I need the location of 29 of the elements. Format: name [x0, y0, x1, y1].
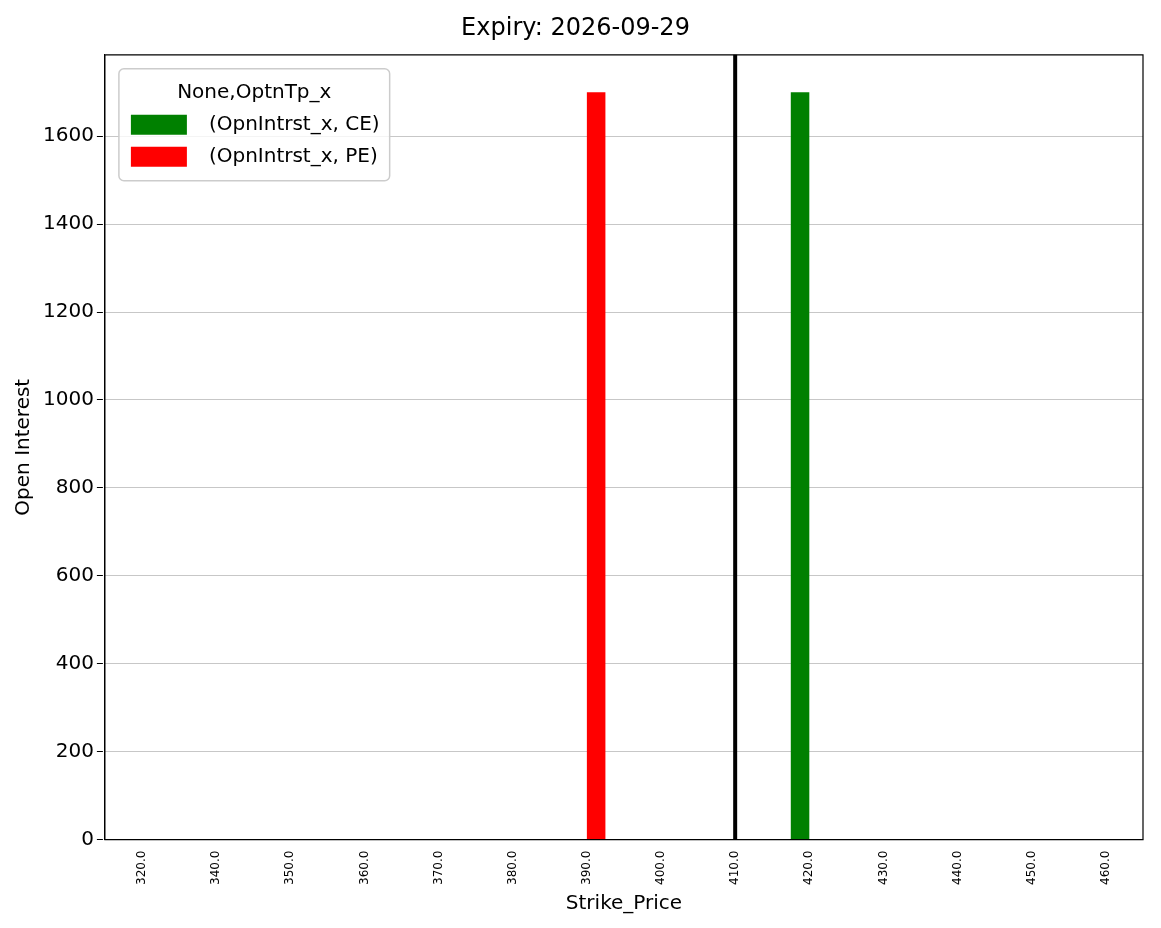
x-tick-label: 390.0 — [579, 850, 593, 886]
x-tick-label: 450.0 — [1023, 850, 1038, 886]
legend-label: (OpnIntrst_x, CE) — [208, 111, 380, 135]
legend-title: None,OptnTp_x — [177, 79, 332, 103]
y-tick-label: 1200 — [42, 298, 94, 323]
x-tick-label: 410.0 — [727, 850, 742, 886]
y-tick-label: 200 — [55, 737, 94, 762]
x-tick-label: 440.0 — [949, 850, 964, 886]
y-tick-label: 0 — [81, 825, 94, 850]
y-axis-title: Open Interest — [10, 378, 35, 516]
x-tick-label: 370.0 — [430, 850, 445, 886]
x-tick-label: 340.0 — [208, 850, 223, 886]
y-tick-label: 400 — [55, 649, 94, 674]
x-tick-label: 430.0 — [875, 850, 890, 886]
x-tick-label: 350.0 — [282, 850, 297, 886]
y-tick-label: 800 — [55, 474, 94, 499]
legend-label: (OpnIntrst_x, PE) — [208, 143, 378, 167]
x-tick-label: 420.0 — [801, 850, 816, 886]
x-axis-title: Strike_Price — [565, 890, 683, 915]
chart-title: Expiry: 2026-09-29 — [461, 12, 690, 41]
y-tick-label: 600 — [55, 562, 94, 587]
x-tick-label: 460.0 — [1098, 850, 1113, 886]
y-tick-label: 1600 — [42, 122, 94, 147]
x-tick-label: 320.0 — [134, 850, 149, 886]
x-tick-label: 380.0 — [504, 850, 519, 886]
y-tick-label: 1000 — [42, 386, 94, 411]
x-tick-label: 360.0 — [356, 850, 371, 886]
y-tick-label: 1400 — [42, 210, 94, 235]
x-tick-label: 400.0 — [653, 850, 668, 886]
